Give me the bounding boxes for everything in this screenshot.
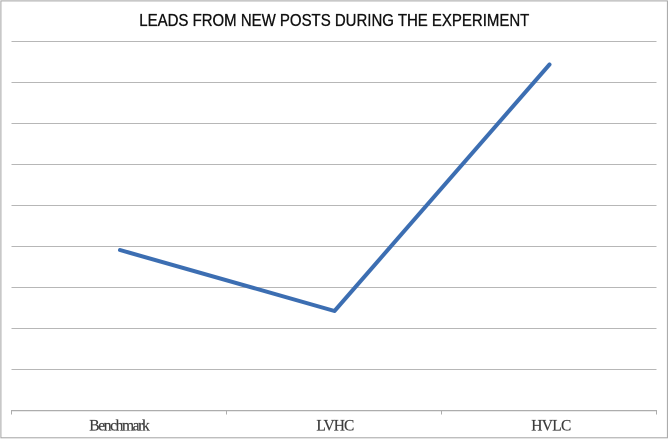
svg-text:LVHC: LVHC <box>316 418 354 435</box>
svg-text:HVLC: HVLC <box>531 418 571 435</box>
svg-text:Benchmark: Benchmark <box>89 418 150 435</box>
svg-text:LEADS FROM NEW POSTS DURING TH: LEADS FROM NEW POSTS DURING THE EXPERIME… <box>139 10 529 30</box>
